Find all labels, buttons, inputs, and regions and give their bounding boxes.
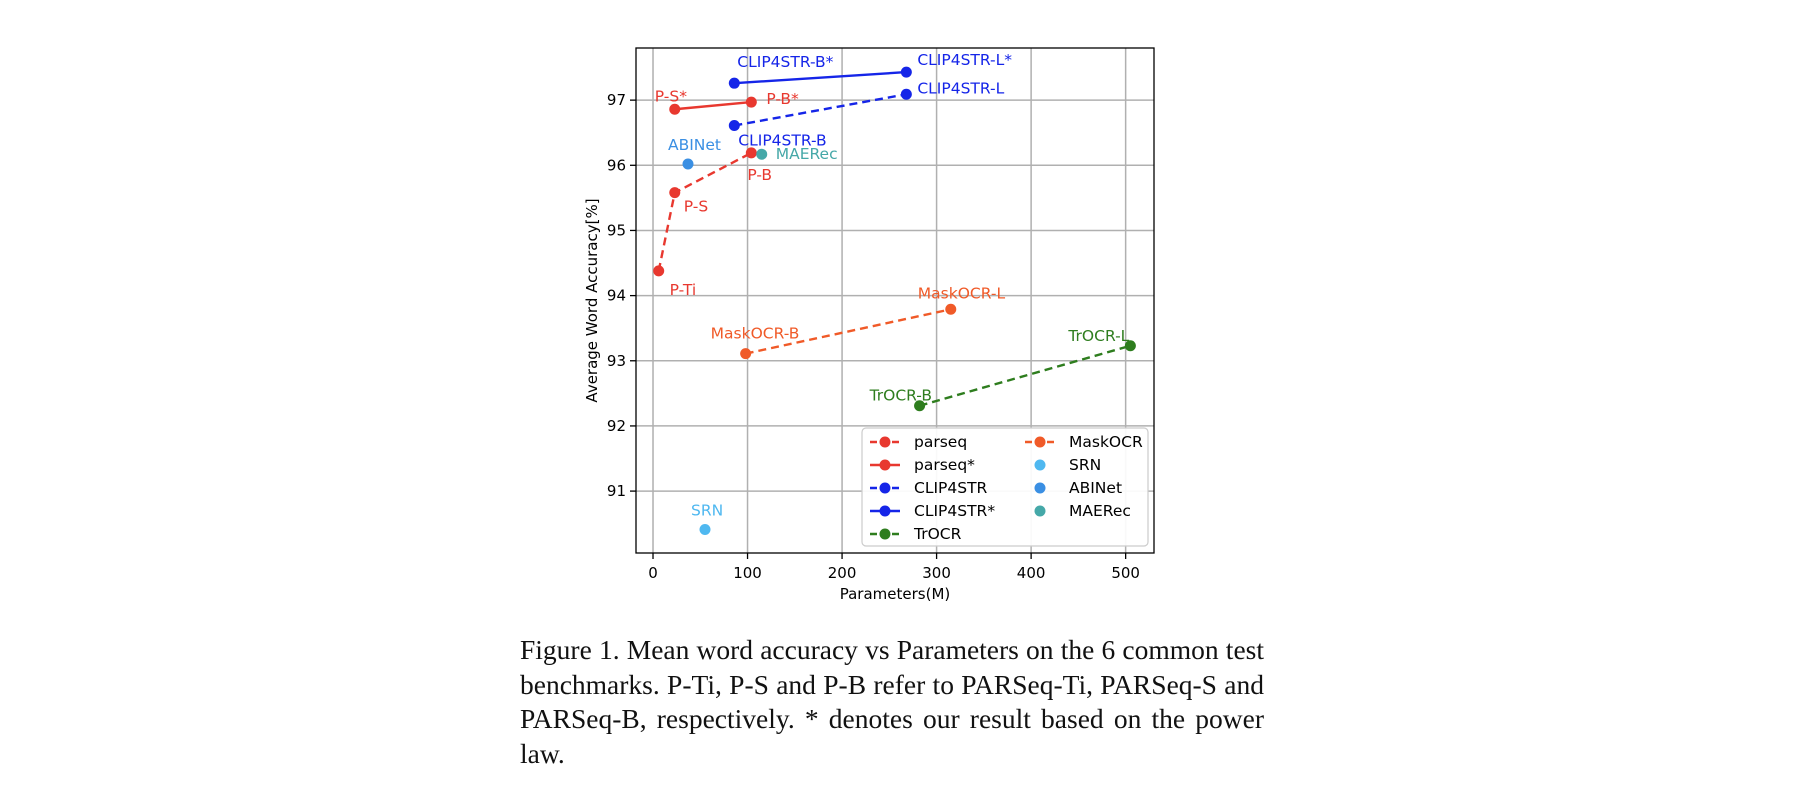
data-label-clip4str-l-star: CLIP4STR-L* bbox=[917, 51, 1012, 69]
y-tick-label: 92 bbox=[607, 417, 626, 435]
data-label-srn: SRN bbox=[691, 502, 723, 520]
x-tick-label: 400 bbox=[1017, 564, 1046, 582]
legend-label: CLIP4STR* bbox=[914, 502, 995, 520]
x-tick-label: 500 bbox=[1111, 564, 1140, 582]
data-label-maskocr-l: MaskOCR-L bbox=[918, 284, 1006, 302]
data-point-p-b bbox=[745, 147, 757, 159]
data-point-p-s bbox=[669, 187, 681, 199]
point-labels: P-Ti P-S P-B P-S* P-B* CLIP4STR-B CLIP4STR-L CL… bbox=[655, 51, 1130, 519]
legend-frame bbox=[861, 427, 1149, 547]
data-point-p-ti bbox=[653, 265, 665, 277]
data-label-maerec: MAERec bbox=[776, 145, 838, 163]
series-srn bbox=[699, 524, 711, 536]
data-label-trocr-l: TrOCR-L bbox=[1067, 327, 1129, 345]
x-axis-label: Parameters(M) bbox=[840, 585, 951, 603]
legend-item-srn: SRN bbox=[1034, 456, 1101, 474]
legend-label: parseq bbox=[914, 433, 967, 451]
data-point-clip4str-b bbox=[728, 120, 740, 132]
y-tick-label: 93 bbox=[607, 352, 626, 370]
series-maerec bbox=[756, 148, 768, 160]
series-abinet bbox=[682, 158, 694, 170]
x-tick-label: 200 bbox=[828, 564, 857, 582]
legend-marker bbox=[1034, 436, 1046, 448]
y-tick-label: 95 bbox=[607, 221, 626, 239]
data-label-maskocr-b: MaskOCR-B bbox=[711, 325, 800, 343]
data-label-clip4str-b: CLIP4STR-B bbox=[738, 132, 826, 150]
data-point-maerec bbox=[756, 148, 768, 160]
legend-item-trocr: TrOCR bbox=[870, 525, 962, 543]
series-clip4str-star bbox=[728, 66, 912, 89]
legend-marker bbox=[879, 505, 891, 517]
legend-label: CLIP4STR bbox=[914, 479, 988, 497]
data-point-maskocr-l bbox=[945, 303, 957, 315]
legend-item-abinet: ABINet bbox=[1034, 479, 1122, 497]
legend-marker bbox=[879, 436, 891, 448]
data-label-p-b: P-B bbox=[747, 166, 772, 184]
plot-frame bbox=[635, 47, 1155, 554]
series-clip4str bbox=[728, 88, 912, 132]
data-point-clip4str-b-star bbox=[728, 77, 740, 89]
data-point-trocr-l bbox=[1124, 340, 1136, 352]
legend-label: MAERec bbox=[1069, 502, 1131, 520]
legend: parseq parseq* CLIP4STR CLIP4STR* TrOCR MaskO… bbox=[861, 427, 1149, 547]
series-parseq bbox=[653, 147, 757, 277]
chart-figure: 0 100 200 300 400 500 91 92 93 94 95 96 97 Parameters… bbox=[583, 47, 1155, 603]
data-label-clip4str-b-star: CLIP4STR-B* bbox=[737, 53, 833, 71]
series-line-clip4str-star bbox=[734, 70, 907, 85]
legend-marker bbox=[1034, 505, 1046, 517]
data-point-clip4str-l bbox=[900, 88, 912, 100]
legend-marker bbox=[879, 528, 891, 540]
series-line-maskocr bbox=[745, 308, 952, 355]
legend-label: MaskOCR bbox=[1069, 433, 1143, 451]
x-tick-label: 100 bbox=[733, 564, 762, 582]
legend-label: TrOCR bbox=[913, 525, 962, 543]
legend-item-parseq-star: parseq* bbox=[870, 456, 975, 474]
legend-item-parseq: parseq bbox=[870, 433, 967, 451]
y-tick-label: 97 bbox=[607, 91, 626, 109]
legend-item-clip4str: CLIP4STR bbox=[870, 479, 988, 497]
y-tick-label: 94 bbox=[607, 287, 626, 305]
legend-marker bbox=[879, 459, 891, 471]
data-point-srn bbox=[699, 524, 711, 536]
legend-item-maskocr: MaskOCR bbox=[1025, 433, 1143, 451]
data-label-p-b-star: P-B* bbox=[766, 90, 799, 108]
x-tick-label: 300 bbox=[922, 564, 951, 582]
series-line-clip4str bbox=[734, 93, 907, 127]
data-point-p-b-star bbox=[745, 96, 757, 108]
axes: 0 100 200 300 400 500 91 92 93 94 95 96 97 Parameters… bbox=[583, 47, 1155, 603]
y-tick-label: 91 bbox=[607, 482, 626, 500]
legend-label: SRN bbox=[1069, 456, 1101, 474]
y-tick-label: 96 bbox=[607, 156, 626, 174]
x-tick-label: 0 bbox=[648, 564, 658, 582]
data-label-p-s-star: P-S* bbox=[655, 87, 687, 105]
legend-item-maerec: MAERec bbox=[1034, 502, 1131, 520]
data-point-trocr-b bbox=[914, 400, 926, 412]
legend-item-clip4str-star: CLIP4STR* bbox=[870, 502, 995, 520]
data-point-p-s-star bbox=[669, 103, 681, 115]
figure-caption: Figure 1. Mean word accuracy vs Paramete… bbox=[520, 634, 1264, 769]
data-label-p-ti: P-Ti bbox=[670, 281, 696, 299]
legend-marker bbox=[879, 482, 891, 494]
series-parseq-star bbox=[669, 96, 757, 115]
legend-marker bbox=[1034, 459, 1046, 471]
series-maskocr bbox=[740, 303, 957, 360]
data-label-trocr-b: TrOCR-B bbox=[869, 387, 932, 405]
series-trocr bbox=[914, 340, 1136, 412]
legend-marker bbox=[1034, 482, 1046, 494]
data-series bbox=[653, 66, 1136, 536]
legend-label: parseq* bbox=[914, 456, 975, 474]
y-axis-label: Average Word Accuracy[%] bbox=[583, 198, 601, 402]
data-label-clip4str-l: CLIP4STR-L bbox=[917, 79, 1004, 97]
grid-lines bbox=[636, 48, 1154, 553]
data-label-p-s: P-S bbox=[684, 198, 708, 216]
data-label-abinet: ABINet bbox=[668, 136, 721, 154]
data-point-clip4str-l-star bbox=[900, 66, 912, 78]
series-line-parseq-star bbox=[674, 100, 752, 111]
data-point-abinet bbox=[682, 158, 694, 170]
legend-label: ABINet bbox=[1069, 479, 1122, 497]
data-point-maskocr-b bbox=[740, 348, 752, 360]
series-line-trocr bbox=[919, 344, 1131, 407]
